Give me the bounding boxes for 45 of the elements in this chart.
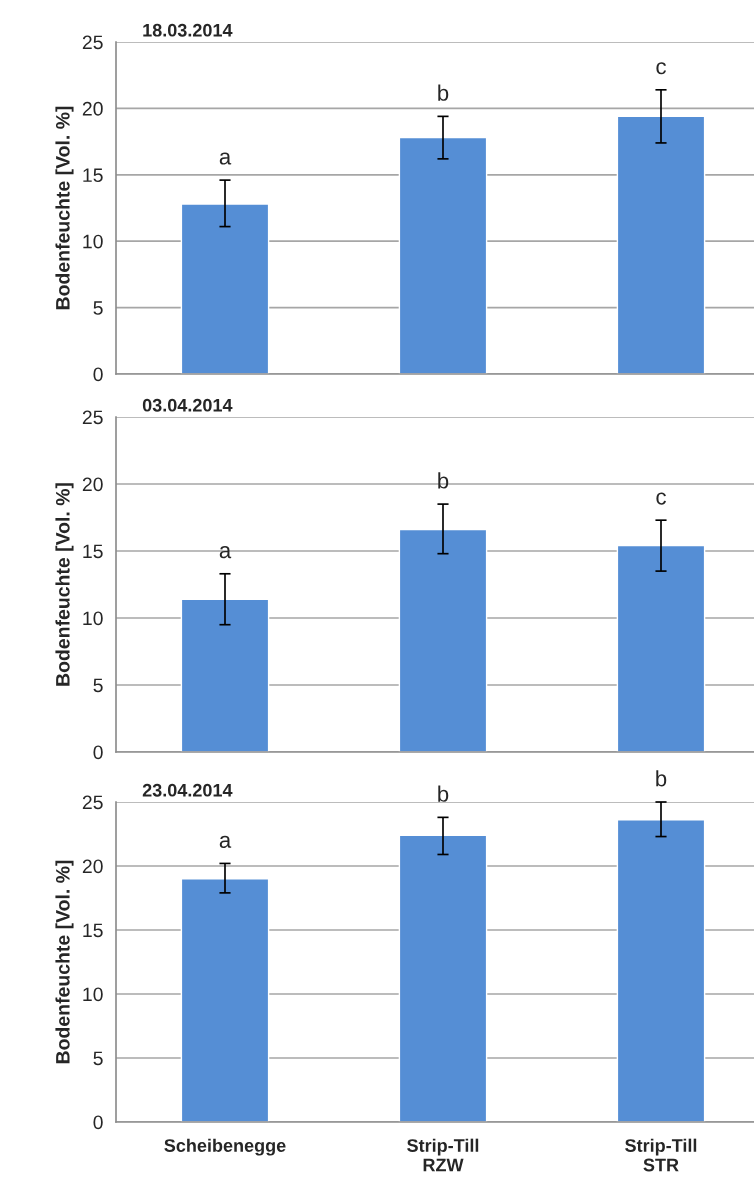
y-tick-label: 25 xyxy=(82,35,103,50)
bar xyxy=(398,834,488,1122)
chart-title: 23.04.2014 xyxy=(142,783,233,797)
y-tick-label: 10 xyxy=(83,611,103,626)
chart-title: 18.03.2014 xyxy=(143,23,233,37)
bar xyxy=(616,115,706,374)
annotation: b xyxy=(438,785,449,802)
bar xyxy=(616,544,706,752)
annotation: a xyxy=(219,546,232,559)
bar xyxy=(180,203,270,374)
x-tick-label: Scheibenegge xyxy=(164,1138,286,1156)
y-axis-title: Bodenfeuchte [Vol. %] xyxy=(55,106,74,310)
y-tick-label: 15 xyxy=(83,923,103,938)
y-tick-label: 25 xyxy=(82,795,103,810)
bar xyxy=(398,136,488,374)
bar xyxy=(180,878,270,1122)
annotation: b xyxy=(438,472,449,489)
y-tick-label: 20 xyxy=(82,477,103,492)
y-tick-label: 15 xyxy=(83,168,103,183)
y-tick-label: 0 xyxy=(93,1115,103,1130)
x-tick-label: Strip-Till RZW xyxy=(407,1138,479,1172)
y-tick-label: 5 xyxy=(93,1051,103,1066)
y-tick-label: 15 xyxy=(83,544,103,559)
annotation: b xyxy=(438,84,449,101)
bar xyxy=(180,598,270,752)
x-tick-label: Strip-Till STR xyxy=(625,1138,697,1172)
chart-title: 03.04.2014 xyxy=(142,398,233,412)
y-tick-label: 5 xyxy=(93,301,103,315)
y-tick-label: 20 xyxy=(82,101,103,116)
y-tick-label: 20 xyxy=(82,859,103,874)
y-tick-label: 0 xyxy=(93,367,103,382)
y-axis-title: Bodenfeuchte [Vol. %] xyxy=(55,483,74,686)
y-tick-label: 10 xyxy=(83,234,103,249)
y-tick-label: 25 xyxy=(82,410,103,425)
y-tick-label: 0 xyxy=(93,745,103,760)
y-tick-label: 5 xyxy=(93,678,103,693)
annotation: c xyxy=(656,62,666,75)
annotation: a xyxy=(219,835,232,848)
annotation: b xyxy=(656,770,667,787)
bar xyxy=(616,819,706,1122)
annotation: a xyxy=(219,152,232,165)
y-tick-label: 10 xyxy=(83,987,103,1002)
bar xyxy=(398,528,488,752)
y-axis-title: Bodenfeuchte [Vol. %] xyxy=(55,860,74,1064)
annotation: c xyxy=(656,492,666,505)
